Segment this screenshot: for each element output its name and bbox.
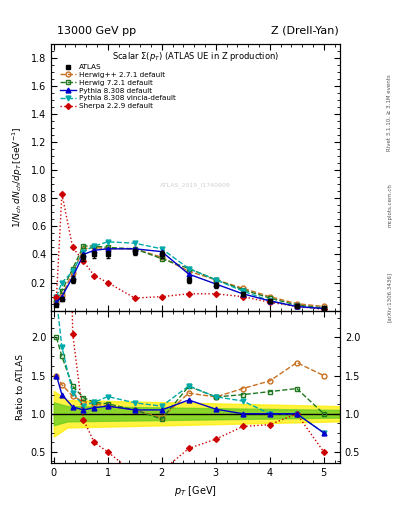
Text: [arXiv:1306.3436]: [arXiv:1306.3436] bbox=[387, 272, 392, 322]
Text: 13000 GeV pp: 13000 GeV pp bbox=[57, 26, 136, 36]
Legend: ATLAS, Herwig++ 2.7.1 default, Herwig 7.2.1 default, Pythia 8.308 default, Pythi: ATLAS, Herwig++ 2.7.1 default, Herwig 7.… bbox=[58, 62, 178, 112]
X-axis label: $p_T$ [GeV]: $p_T$ [GeV] bbox=[174, 484, 217, 498]
Y-axis label: $1/N_{ch}\,dN_{ch}/dp_T\,[\mathrm{GeV}^{-1}]$: $1/N_{ch}\,dN_{ch}/dp_T\,[\mathrm{GeV}^{… bbox=[11, 126, 25, 228]
Text: Z (Drell-Yan): Z (Drell-Yan) bbox=[271, 26, 339, 36]
Text: Rivet 3.1.10, ≥ 3.1M events: Rivet 3.1.10, ≥ 3.1M events bbox=[387, 74, 392, 151]
Text: mcplots.cern.ch: mcplots.cern.ch bbox=[387, 183, 392, 227]
Text: ATLAS_2019_I1740909: ATLAS_2019_I1740909 bbox=[160, 182, 231, 188]
Text: Scalar $\Sigma(p_T)$ (ATLAS UE in Z production): Scalar $\Sigma(p_T)$ (ATLAS UE in Z prod… bbox=[112, 50, 279, 63]
Y-axis label: Ratio to ATLAS: Ratio to ATLAS bbox=[16, 354, 25, 420]
